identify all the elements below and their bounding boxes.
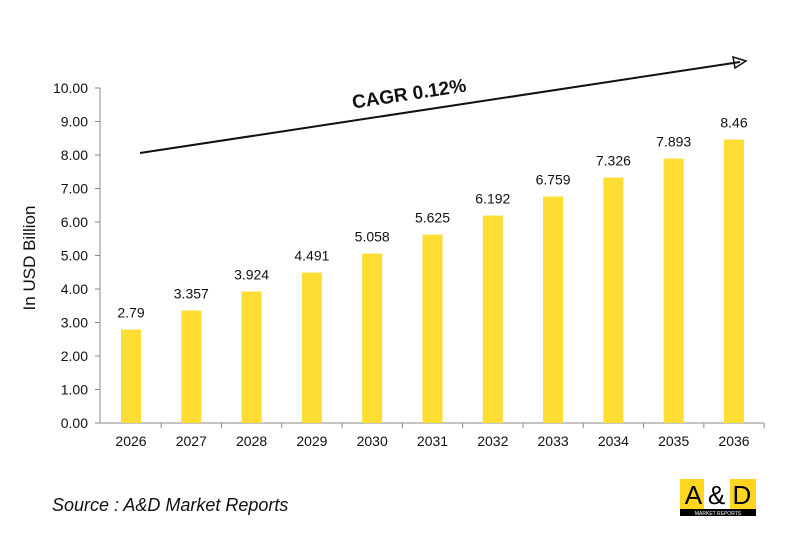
bar-2032 bbox=[482, 215, 503, 423]
x-tick-label: 2032 bbox=[477, 433, 508, 449]
x-tick-label: 2036 bbox=[718, 433, 749, 449]
y-axis-label: In USD Billion bbox=[20, 206, 39, 311]
bar-2028 bbox=[241, 291, 262, 423]
bar-2035 bbox=[663, 158, 684, 423]
data-label: 4.491 bbox=[294, 248, 329, 264]
x-tick-label: 2033 bbox=[538, 433, 569, 449]
y-tick-label: 3.00 bbox=[61, 315, 88, 331]
x-tick-label: 2029 bbox=[296, 433, 327, 449]
y-tick-label: 0.00 bbox=[61, 415, 88, 431]
x-tick-label: 2026 bbox=[115, 433, 146, 449]
y-tick-label: 7.00 bbox=[61, 181, 88, 197]
cagr-arrow bbox=[139, 55, 748, 154]
source-text: Source : A&D Market Reports bbox=[52, 495, 288, 515]
x-tick-label: 2028 bbox=[236, 433, 267, 449]
data-label: 7.326 bbox=[596, 153, 631, 169]
data-label: 6.759 bbox=[536, 172, 571, 188]
y-tick-label: 9.00 bbox=[61, 114, 88, 130]
data-label: 3.357 bbox=[174, 286, 209, 302]
bar-2034 bbox=[603, 177, 624, 423]
bar-2033 bbox=[543, 196, 564, 423]
data-label: 3.924 bbox=[234, 267, 269, 283]
x-tick-label: 2031 bbox=[417, 433, 448, 449]
data-label: 2.79 bbox=[117, 305, 144, 321]
x-tick-label: 2035 bbox=[658, 433, 689, 449]
data-label: 7.893 bbox=[656, 134, 691, 150]
data-label: 8.46 bbox=[720, 115, 747, 131]
data-label: 5.058 bbox=[355, 229, 390, 245]
y-tick-label: 6.00 bbox=[61, 214, 88, 230]
data-label: 6.192 bbox=[475, 191, 510, 207]
cagr-annotation: CAGR 0.12% bbox=[351, 76, 468, 114]
data-label: 5.625 bbox=[415, 210, 450, 226]
y-tick-label: 4.00 bbox=[61, 281, 88, 297]
bar-2027 bbox=[181, 310, 202, 423]
bar-2029 bbox=[301, 272, 322, 423]
bar-2030 bbox=[362, 253, 383, 423]
bar-2036 bbox=[724, 139, 744, 423]
bar-2031 bbox=[422, 234, 443, 423]
x-tick-label: 2027 bbox=[176, 433, 207, 449]
x-tick-label: 2034 bbox=[598, 433, 629, 449]
y-tick-label: 5.00 bbox=[61, 248, 88, 264]
y-tick-label: 2.00 bbox=[61, 348, 88, 364]
svg-text:MARKET REPORTS: MARKET REPORTS bbox=[695, 511, 742, 517]
bar-2026 bbox=[121, 329, 141, 423]
y-tick-label: 1.00 bbox=[61, 382, 88, 398]
x-tick-label: 2030 bbox=[357, 433, 388, 449]
y-tick-label: 8.00 bbox=[61, 147, 88, 163]
ad-logo: A & D MARKET REPORTS bbox=[680, 479, 756, 517]
y-tick-label: 10.00 bbox=[53, 80, 88, 96]
svg-text:A & D: A & D bbox=[685, 480, 751, 510]
